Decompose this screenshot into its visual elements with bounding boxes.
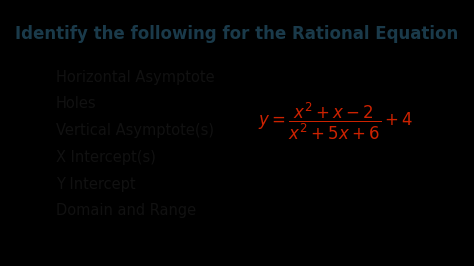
Text: Vertical Asymptote(s): Vertical Asymptote(s) — [55, 123, 214, 138]
Text: Identify the following for the Rational Equation: Identify the following for the Rational … — [15, 25, 459, 43]
Text: Y Intercept: Y Intercept — [55, 177, 135, 192]
Text: Horizontal Asymptote: Horizontal Asymptote — [55, 70, 214, 85]
Text: $y = \dfrac{x^2+x-2}{x^2+5x+6} + 4$: $y = \dfrac{x^2+x-2}{x^2+5x+6} + 4$ — [258, 101, 413, 143]
Text: Domain and Range: Domain and Range — [55, 203, 196, 218]
Text: Holes: Holes — [55, 97, 96, 111]
Text: X Intercept(s): X Intercept(s) — [55, 150, 155, 165]
